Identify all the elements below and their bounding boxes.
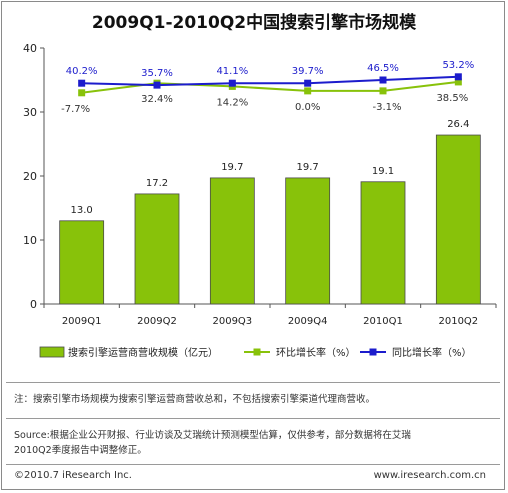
bar-series xyxy=(59,134,481,305)
qoq-data-label: -3.1% xyxy=(372,102,401,113)
y-axis: 0 10 20 30 40 xyxy=(23,42,45,311)
series-line xyxy=(81,75,459,87)
series-point xyxy=(228,79,236,87)
qoq-data-label: 14.2% xyxy=(216,97,248,108)
y-tick-label: 0 xyxy=(30,298,37,311)
bar xyxy=(134,193,180,305)
x-tick-label: 2010Q1 xyxy=(363,316,403,327)
bar xyxy=(285,177,331,305)
legend-swatch-bar xyxy=(39,346,65,358)
legend-label-bar: 搜索引擎运营商营收规模（亿元） xyxy=(68,346,218,359)
yoy-data-label: 35.7% xyxy=(141,68,173,79)
chart-title: 2009Q1-2010Q2中国搜索引擎市场规模 xyxy=(91,13,417,33)
x-tick-label: 2009Q4 xyxy=(288,316,328,327)
x-tick-label: 2009Q2 xyxy=(137,316,177,327)
bar-value-labels: 13.0 17.2 19.7 19.7 19.1 26.4 xyxy=(71,119,470,216)
series-point xyxy=(379,76,387,84)
bar-value-label: 13.0 xyxy=(71,205,93,216)
series-point xyxy=(153,81,161,89)
divider-middle xyxy=(6,418,500,419)
website-url: www.iresearch.com.cn xyxy=(373,470,486,481)
yoy-data-label: 40.2% xyxy=(66,66,98,77)
yoy-data-label: 39.7% xyxy=(292,66,324,77)
bar xyxy=(360,181,406,305)
legend-label-yoy: 同比增长率（%） xyxy=(392,346,472,359)
bar-value-label: 19.7 xyxy=(297,162,319,173)
qoq-data-label: 38.5% xyxy=(436,93,468,104)
y-tick-label: 30 xyxy=(23,106,37,119)
series-point xyxy=(304,87,312,95)
bar-value-label: 19.7 xyxy=(221,162,243,173)
series-point xyxy=(454,73,462,81)
qoq-data-label: -7.7% xyxy=(61,104,90,115)
y-tick-label: 40 xyxy=(23,42,37,55)
divider-top xyxy=(6,382,500,383)
legend: 搜索引擎运营商营收规模（亿元） 环比增长率（%） 同比增长率（%） xyxy=(39,346,472,359)
source-text: Source:根据企业公开财报、行业访谈及艾瑞统计预测模型估算，仅供参考，部分数… xyxy=(14,428,496,458)
source-line-2: 2010Q2季度报告中调整修正。 xyxy=(14,445,147,456)
series-point xyxy=(379,87,387,95)
legend-label-qoq: 环比增长率（%） xyxy=(276,346,356,359)
source-line-1: Source:根据企业公开财报、行业访谈及艾瑞统计预测模型估算，仅供参考，部分数… xyxy=(14,430,411,441)
x-tick-label: 2010Q2 xyxy=(438,316,478,327)
series-point xyxy=(78,79,86,87)
y-tick-label: 20 xyxy=(23,170,37,183)
y-tick-label: 10 xyxy=(23,234,37,247)
bar xyxy=(59,220,105,305)
bar-value-label: 17.2 xyxy=(146,178,168,189)
yoy-data-label: 53.2% xyxy=(442,60,474,71)
series-point xyxy=(304,79,312,87)
bar-value-label: 26.4 xyxy=(447,119,469,130)
copyright-text: ©2010.7 iResearch Inc. xyxy=(14,470,132,481)
yoy-data-label: 41.1% xyxy=(216,66,248,77)
x-tick-label: 2009Q1 xyxy=(62,316,102,327)
yoy-data-label: 46.5% xyxy=(367,63,399,74)
series-point xyxy=(454,78,462,86)
series-point xyxy=(78,89,86,97)
qoq-data-label: 32.4% xyxy=(141,94,173,105)
legend-swatch-marker xyxy=(369,348,377,356)
line-series: -7.7% 32.4% 14.2% 0.0% -3.1% 38.5% 40.2% 35.7% 4… xyxy=(61,60,474,115)
legend-swatch-marker xyxy=(253,348,261,356)
x-tick-label: 2009Q3 xyxy=(212,316,252,327)
divider-bottom xyxy=(6,464,500,465)
qoq-data-label: 0.0% xyxy=(295,102,320,113)
x-axis: 2009Q1 2009Q2 2009Q3 2009Q4 2010Q1 2010Q2 xyxy=(43,303,497,327)
note-text: 注：搜索引擎市场规模为搜索引擎运营商营收总和，不包括搜索引擎渠道代理商营收。 xyxy=(14,394,376,405)
bar xyxy=(209,177,255,305)
bar xyxy=(435,134,481,305)
bar-value-label: 19.1 xyxy=(372,166,394,177)
